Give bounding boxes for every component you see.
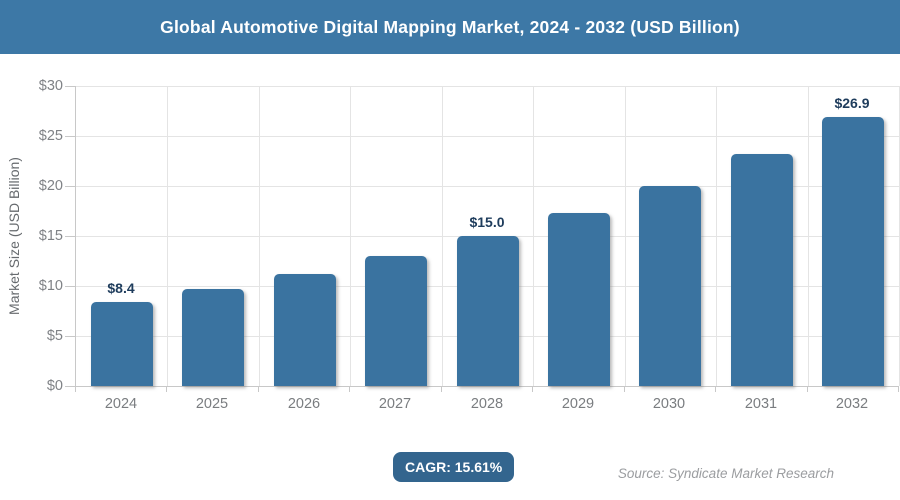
- y-tick-mark: [65, 286, 75, 287]
- v-gridline: [350, 86, 351, 386]
- y-tick-label: $25: [38, 128, 63, 144]
- cagr-badge: CAGR: 15.61%: [393, 452, 515, 482]
- h-gridline: [76, 86, 899, 87]
- v-gridline: [442, 86, 443, 386]
- y-tick-label: $20: [38, 178, 63, 194]
- bar: [182, 289, 244, 386]
- x-tick-mark: [807, 387, 808, 392]
- y-tick-mark: [65, 336, 75, 337]
- cagr-badge-label: CAGR: 15.61%: [405, 459, 503, 475]
- bar: [639, 186, 701, 386]
- y-tick-mark: [65, 236, 75, 237]
- x-tick-label: 2027: [378, 396, 412, 412]
- v-gridline: [716, 86, 717, 386]
- y-tick-label: $5: [46, 328, 63, 344]
- x-tick-label: 2026: [287, 396, 321, 412]
- v-gridline: [808, 86, 809, 386]
- bar: [91, 302, 153, 386]
- bar: [274, 274, 336, 386]
- source-attribution: Source: Syndicate Market Research: [617, 466, 834, 481]
- x-tick-label: 2028: [470, 396, 504, 412]
- bar: [822, 117, 884, 386]
- x-tick-mark: [75, 387, 76, 392]
- x-tick-mark: [624, 387, 625, 392]
- chart-title: Global Automotive Digital Mapping Market…: [160, 16, 740, 37]
- x-tick-mark: [441, 387, 442, 392]
- x-tick-label: 2024: [104, 396, 138, 412]
- x-tick-mark: [349, 387, 350, 392]
- y-tick-label: $10: [38, 278, 63, 294]
- y-tick-mark: [65, 86, 75, 87]
- bar-value-label: $15.0: [469, 214, 505, 230]
- x-tick-label: 2030: [652, 396, 686, 412]
- bar: [365, 256, 427, 386]
- header-bar: Global Automotive Digital Mapping Market…: [0, 0, 900, 54]
- bar-value-label: $8.4: [107, 280, 135, 296]
- x-tick-label: 2029: [561, 396, 595, 412]
- plot-area: [75, 86, 900, 387]
- x-tick-label: 2031: [744, 396, 778, 412]
- y-tick-label: $15: [38, 228, 63, 244]
- x-tick-mark: [532, 387, 533, 392]
- bar: [548, 213, 610, 386]
- x-tick-mark: [715, 387, 716, 392]
- y-tick-mark: [65, 136, 75, 137]
- y-tick-mark: [65, 186, 75, 187]
- x-tick-mark: [898, 387, 899, 392]
- v-gridline: [259, 86, 260, 386]
- bar: [457, 236, 519, 386]
- v-gridline: [167, 86, 168, 386]
- v-gridline: [533, 86, 534, 386]
- bar: [731, 154, 793, 386]
- y-tick-label: $0: [46, 378, 63, 394]
- x-tick-label: 2032: [835, 396, 869, 412]
- h-gridline: [76, 186, 899, 187]
- h-gridline: [76, 136, 899, 137]
- y-tick-mark: [65, 386, 75, 387]
- v-gridline: [625, 86, 626, 386]
- y-tick-label: $30: [38, 78, 63, 94]
- x-tick-mark: [258, 387, 259, 392]
- x-tick-mark: [166, 387, 167, 392]
- bar-value-label: $26.9: [834, 95, 870, 111]
- x-tick-label: 2025: [195, 396, 229, 412]
